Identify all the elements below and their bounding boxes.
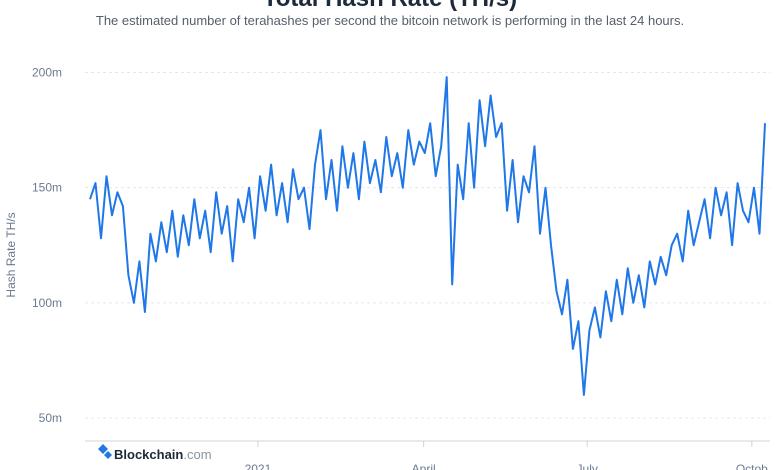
- chart-subtitle: The estimated number of terahashes per s…: [96, 13, 684, 28]
- x-tick-label: July: [577, 462, 598, 470]
- logo-name: Blockchain.com: [114, 447, 212, 462]
- y-tick-label: 150m: [32, 181, 62, 195]
- x-tick-label: Octob: [736, 462, 768, 470]
- chart-title: Total Hash Rate (TH/s): [263, 0, 517, 12]
- data-line: [89, 76, 766, 396]
- logo-name-text: Blockchain: [114, 447, 183, 462]
- logo: Blockchain.com: [98, 444, 212, 462]
- y-tick-label: 50m: [39, 411, 62, 425]
- x-tick-label: April: [412, 462, 436, 470]
- logo-icon: [98, 444, 112, 459]
- x-tick-label: 2021: [245, 462, 272, 470]
- y-tick-label: 100m: [32, 296, 62, 310]
- y-axis-label: Hash Rate TH/s: [4, 212, 18, 297]
- y-tick-label: 200m: [32, 66, 62, 80]
- logo-suffix: .com: [183, 447, 211, 462]
